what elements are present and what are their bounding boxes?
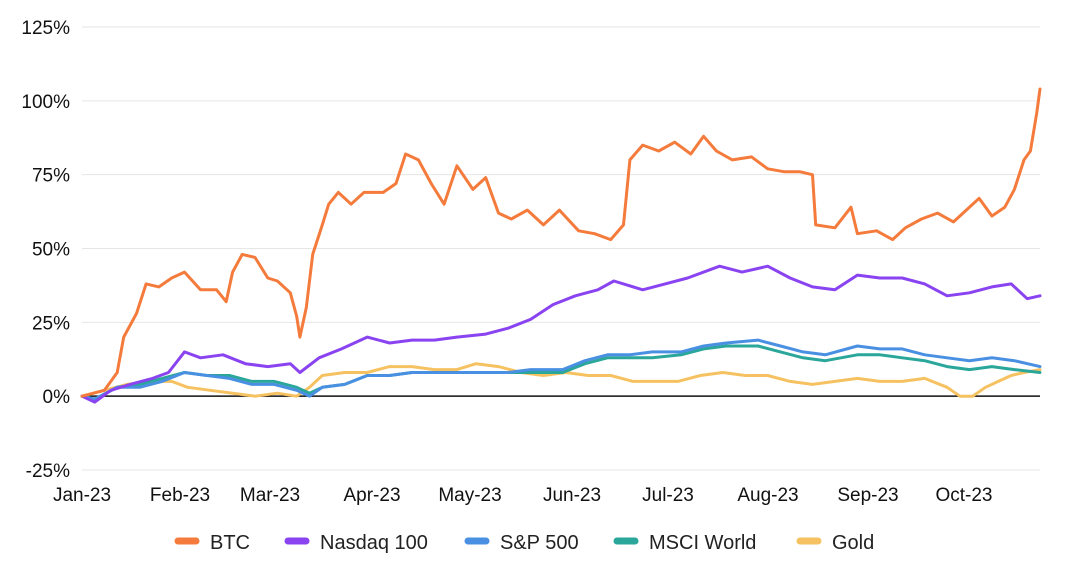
x-tick-label: Aug-23 xyxy=(737,485,798,506)
legend-label: BTC xyxy=(210,532,250,554)
x-tick-label: Jun-23 xyxy=(543,485,601,506)
series-line-nasdaq-100 xyxy=(80,264,1042,404)
series-line-gold xyxy=(80,362,1042,398)
series-lines xyxy=(80,87,1042,404)
y-tick-label: 100% xyxy=(21,92,70,113)
y-tick-label: 50% xyxy=(32,240,70,261)
x-tick-label: Mar-23 xyxy=(240,485,300,506)
y-tick-label: 0% xyxy=(43,387,71,408)
x-tick-label: Feb-23 xyxy=(150,485,210,506)
y-tick-label: 25% xyxy=(32,313,70,334)
y-axis-ticks: -25% 0% 25% 50% 75% 100% 125% xyxy=(21,18,70,482)
series-line-btc xyxy=(80,87,1042,398)
legend-item-nasdaq-100: Nasdaq 100 xyxy=(284,532,428,554)
legend: BTC Nasdaq 100 S&P 500 MSCI World Gold xyxy=(174,532,874,554)
legend-label: MSCI World xyxy=(649,532,756,554)
x-axis-ticks: Jan-23 Feb-23 Mar-23 Apr-23 May-23 Jun-23 Jul-… xyxy=(53,485,993,506)
legend-item-gold: Gold xyxy=(796,532,874,554)
legend-item-btc: BTC xyxy=(174,532,250,554)
y-tick-label: -25% xyxy=(26,461,70,482)
series-line-s-p-500 xyxy=(80,338,1042,401)
x-tick-label: Jul-23 xyxy=(642,485,694,506)
legend-label: S&P 500 xyxy=(500,532,579,554)
y-tick-label: 125% xyxy=(21,18,70,39)
gridlines xyxy=(82,26,1040,471)
legend-label: Nasdaq 100 xyxy=(320,532,428,554)
x-tick-label: Oct-23 xyxy=(935,485,992,506)
y-tick-label: 75% xyxy=(32,166,70,187)
x-tick-label: Jan-23 xyxy=(53,485,111,506)
series-line-msci-world xyxy=(80,344,1042,401)
legend-item-msci-world: MSCI World xyxy=(613,532,756,554)
x-tick-label: May-23 xyxy=(438,485,501,506)
legend-label: Gold xyxy=(832,532,874,554)
legend-item-s-p-500: S&P 500 xyxy=(464,532,579,554)
x-tick-label: Apr-23 xyxy=(343,485,400,506)
x-tick-label: Sep-23 xyxy=(837,485,898,506)
